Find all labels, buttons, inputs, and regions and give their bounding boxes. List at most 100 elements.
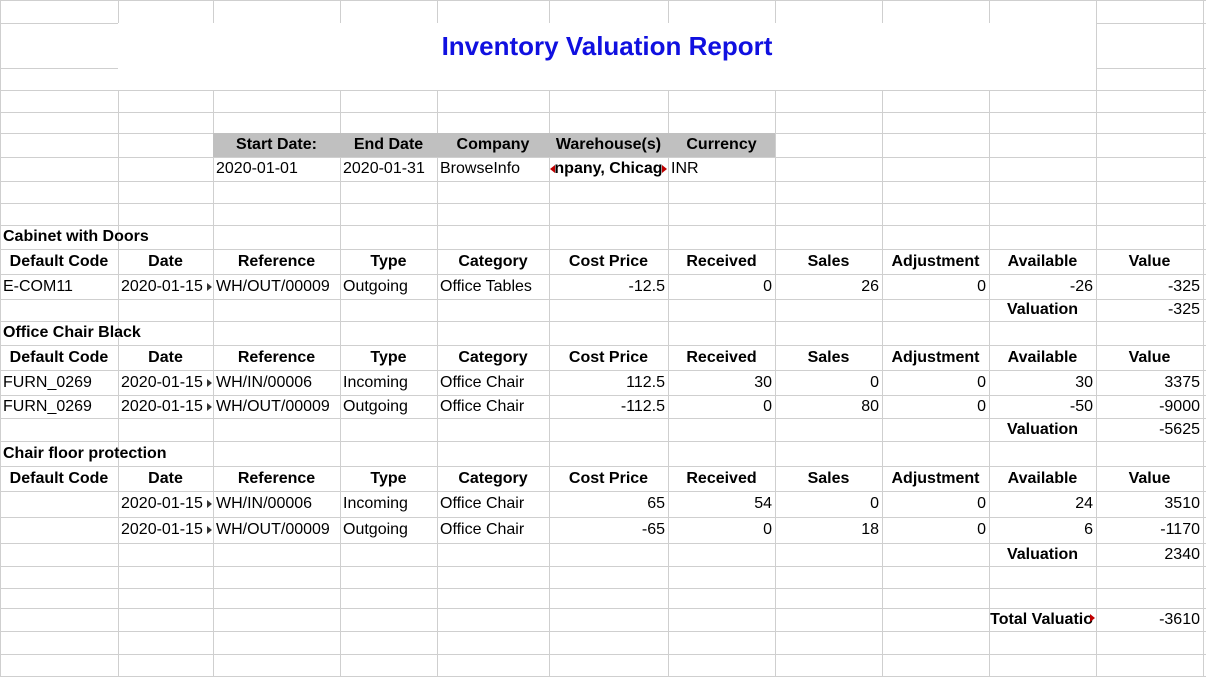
table-cell[interactable]: -26 [1069, 277, 1093, 295]
column-header-0: Default Code [9, 252, 109, 270]
table-cell[interactable]: 0 [977, 373, 986, 391]
gridline-horizontal [0, 608, 1206, 609]
table-cell[interactable]: -1170 [1160, 521, 1200, 538]
filter-header-band [213, 133, 775, 157]
column-header-5: Cost Price [568, 348, 649, 366]
table-cell[interactable]: 65 [647, 495, 665, 512]
filter-header-2: Company [456, 136, 530, 153]
table-cell[interactable]: FURN_0269 [3, 373, 92, 391]
filter-value-1[interactable]: 2020-01-31 [343, 160, 425, 177]
overflow-arrow-icon [207, 282, 212, 291]
table-cell[interactable]: FURN_0269 [3, 397, 92, 415]
table-cell[interactable]: 0 [977, 397, 986, 415]
gridline-horizontal [0, 588, 1206, 589]
filter-header-3: Warehouse(s) [555, 136, 662, 153]
gridline-horizontal [0, 345, 1206, 346]
valuation-label: Valuation [1006, 420, 1079, 438]
column-header-4: Category [458, 469, 528, 487]
valuation-value[interactable]: 2340 [1164, 545, 1200, 563]
table-cell[interactable]: Office Chair [440, 495, 525, 512]
table-cell[interactable]: -325 [1167, 277, 1200, 295]
column-header-2: Reference [237, 348, 316, 366]
product-name: Chair floor protection [3, 444, 167, 462]
table-cell[interactable]: Incoming [343, 373, 408, 391]
table-cell[interactable]: 30 [754, 373, 772, 391]
column-header-6: Received [686, 348, 757, 366]
total-valuation-value[interactable]: -3610 [1159, 610, 1200, 628]
column-header-1: Date [148, 348, 183, 366]
table-cell[interactable]: -112.5 [620, 397, 665, 415]
gridline-horizontal [0, 203, 1206, 204]
table-cell[interactable]: WH/IN/00006 [216, 373, 313, 391]
table-cell[interactable]: Incoming [343, 495, 408, 512]
report-title: Inventory Valuation Report [441, 30, 773, 61]
overflow-right-arrow-icon [662, 165, 667, 173]
column-header-7: Sales [807, 469, 850, 487]
table-cell[interactable]: Office Chair [440, 397, 525, 415]
table-cell[interactable]: 0 [870, 495, 879, 512]
gridline-horizontal [0, 441, 1206, 442]
column-header-10: Value [1128, 252, 1171, 270]
table-cell[interactable]: 0 [977, 277, 986, 295]
table-cell[interactable]: 0 [977, 495, 986, 512]
table-cell[interactable]: 24 [1075, 495, 1093, 512]
table-cell[interactable]: -50 [1069, 397, 1093, 415]
gridline-vertical [118, 0, 119, 676]
column-header-4: Category [458, 348, 528, 366]
table-cell[interactable] [0, 517, 118, 543]
table-cell[interactable]: 18 [861, 521, 879, 538]
table-cell[interactable]: -65 [641, 521, 665, 538]
table-cell[interactable]: 112.5 [626, 373, 665, 391]
gridline-vertical [213, 0, 214, 676]
table-cell[interactable]: 0 [870, 373, 879, 391]
gridline-horizontal [0, 491, 1206, 492]
filter-value-4[interactable]: INR [671, 160, 699, 177]
table-cell[interactable]: 0 [763, 521, 772, 538]
table-cell[interactable]: 80 [861, 397, 879, 415]
table-cell[interactable]: -12.5 [628, 277, 665, 295]
gridline-horizontal [0, 517, 1206, 518]
table-cell[interactable]: 0 [763, 277, 772, 295]
product-name: Cabinet with Doors [3, 228, 149, 245]
table-cell[interactable]: 30 [1075, 373, 1093, 391]
table-cell[interactable]: WH/OUT/00009 [216, 397, 330, 415]
table-cell[interactable]: 3375 [1164, 373, 1200, 391]
gridline-vertical [989, 0, 990, 676]
table-cell[interactable]: WH/OUT/00009 [216, 277, 330, 295]
table-cell[interactable]: Outgoing [343, 277, 408, 295]
gridline-vertical [882, 0, 883, 676]
table-cell[interactable]: 2020-01-15 [121, 495, 203, 512]
filter-value-0[interactable]: 2020-01-01 [216, 160, 298, 177]
table-cell[interactable]: 54 [754, 495, 772, 512]
table-cell[interactable]: Office Tables [440, 277, 532, 295]
table-cell[interactable] [0, 491, 118, 517]
table-cell[interactable]: 0 [763, 397, 772, 415]
table-cell[interactable]: WH/IN/00006 [216, 495, 313, 512]
gridline-horizontal [0, 225, 1206, 226]
valuation-value[interactable]: -325 [1167, 301, 1200, 318]
table-cell[interactable]: Outgoing [343, 397, 408, 415]
table-cell[interactable]: 3510 [1164, 495, 1200, 512]
table-cell[interactable]: -9000 [1159, 397, 1200, 415]
column-header-3: Type [370, 252, 407, 270]
table-cell[interactable]: 26 [861, 277, 879, 295]
column-header-2: Reference [237, 252, 316, 270]
gridline-horizontal [0, 566, 1206, 567]
table-cell[interactable]: E-COM11 [3, 277, 73, 295]
valuation-value[interactable]: -5625 [1159, 420, 1200, 438]
filter-value-2[interactable]: BrowseInfo [440, 160, 521, 177]
gridline-vertical [340, 0, 341, 676]
table-cell[interactable]: 0 [977, 521, 986, 538]
table-cell[interactable]: 2020-01-15 [121, 373, 203, 391]
table-cell[interactable]: 6 [1084, 521, 1093, 538]
table-cell[interactable]: Office Chair [440, 521, 525, 538]
filter-value-3[interactable]: npany, Chicag [554, 160, 663, 177]
table-cell[interactable]: Office Chair [440, 373, 525, 391]
table-cell[interactable]: WH/OUT/00009 [216, 521, 330, 538]
table-cell[interactable]: Outgoing [343, 521, 408, 538]
table-cell[interactable]: 2020-01-15 [121, 397, 203, 415]
table-cell[interactable]: 2020-01-15 [121, 277, 203, 295]
filter-header-1: End Date [353, 136, 424, 153]
table-cell[interactable]: 2020-01-15 [121, 521, 203, 538]
